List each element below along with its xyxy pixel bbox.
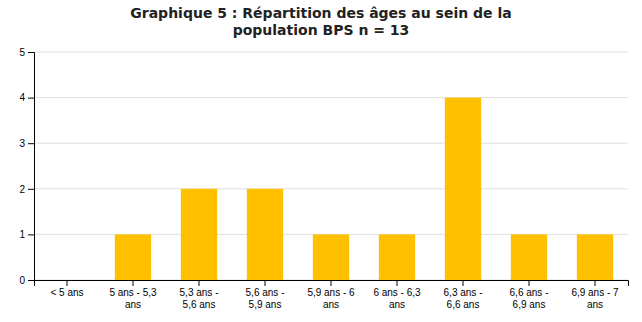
x-tick-mark [397,280,398,286]
chart-svg: Graphique 5 : Répartition des âges au se… [0,0,642,322]
x-tick-label: 6,3 ans -6,6 ans [444,287,483,310]
plot-area: 012345< 5 ans5 ans - 5,3ans5,3 ans -5,6 … [19,47,628,310]
x-tick-label: < 5 ans [50,287,83,298]
x-tick-label-line: 5,9 ans - 6 [307,287,355,298]
x-tick-label: 5,6 ans -5,9 ans [246,287,285,310]
y-tick: 5 [19,47,34,58]
y-tick: 4 [19,92,34,103]
x-tick-mark [67,280,68,286]
chart-title-line: population BPS n = 13 [233,22,410,38]
x-tick-label-line: ans [125,299,141,310]
x-tick-label-line: 5,6 ans [183,299,216,310]
y-tick-label: 2 [19,184,25,195]
y-tick-mark [28,52,34,53]
x-tick-mark [529,280,530,286]
x-axis: < 5 ans5 ans - 5,3ans5,3 ans -5,6 ans5,6… [35,280,629,310]
x-tick: 5,3 ans -5,6 ans [180,280,219,310]
y-tick-mark [28,189,34,190]
bar [49,280,85,281]
bar [379,234,415,280]
x-tick-label-line: 6,9 ans [513,299,546,310]
x-tick: 6,3 ans -6,6 ans [444,280,483,310]
x-tick-mark [199,280,200,286]
bar [181,189,217,280]
x-tick: 5,9 ans - 6ans [307,280,355,310]
y-axis: 0 1 2 3 4 5 [19,47,34,286]
y-tick-label: 4 [19,92,25,103]
y-tick-label: 5 [19,47,25,58]
x-tick-label: 6,9 ans - 7ans [571,287,619,310]
bar [445,98,481,280]
x-tick-label-line: 6,6 ans [447,299,480,310]
y-tick-mark [28,280,34,281]
y-axis-line [28,53,35,281]
bar [115,234,151,280]
x-tick-label-line: < 5 ans [50,287,83,298]
x-tick: 6,6 ans -6,9 ans [510,280,549,310]
y-tick-mark [28,234,34,235]
x-tick-label-line: ans [389,299,405,310]
chart-container: Graphique 5 : Répartition des âges au se… [0,0,642,322]
x-tick-label-line: 5,6 ans - [246,287,285,298]
y-tick: 3 [19,138,34,149]
grid-line [34,188,628,189]
x-tick: 6,9 ans - 7ans [571,280,619,310]
x-tick-label-line: 6,9 ans - 7 [571,287,619,298]
x-tick-label: 6 ans - 6,3ans [373,287,421,310]
x-tick-label: 5,9 ans - 6ans [307,287,355,310]
x-tick-label: 5,3 ans -5,6 ans [180,287,219,310]
x-tick-mark [133,280,134,286]
y-tick-label: 1 [19,229,25,240]
x-tick-mark [463,280,464,286]
bar [511,234,547,280]
x-tick-label-line: ans [323,299,339,310]
chart-title-line: Graphique 5 : Répartition des âges au se… [130,5,511,21]
y-tick: 0 [19,275,34,286]
y-tick-mark [28,98,34,99]
x-tick-label-line: 5 ans - 5,3 [109,287,157,298]
y-tick: 1 [19,229,34,240]
x-tick-label: 6,6 ans -6,9 ans [510,287,549,310]
x-tick: 5 ans - 5,3ans [109,280,157,310]
x-tick-label-line: 5,9 ans [249,299,282,310]
x-tick-label-line: 6 ans - 6,3 [373,287,421,298]
chart-title: Graphique 5 : Répartition des âges au se… [130,5,511,38]
grid-line [34,52,628,53]
grid [34,52,628,280]
x-tick-mark [331,280,332,286]
bar [247,189,283,280]
bar [577,234,613,280]
x-tick-label: 5 ans - 5,3ans [109,287,157,310]
y-tick-mark [28,143,34,144]
y-tick: 2 [19,184,34,195]
x-tick: 5,6 ans -5,9 ans [246,280,285,310]
x-tick-label-line: 5,3 ans - [180,287,219,298]
x-tick-mark [265,280,266,286]
x-tick-label-line: 6,6 ans - [510,287,549,298]
x-tick-label-line: ans [587,299,603,310]
x-tick-label-line: 6,3 ans - [444,287,483,298]
grid-line [34,97,628,98]
y-tick-label: 3 [19,138,25,149]
x-tick: 6 ans - 6,3ans [373,280,421,310]
x-axis-line [35,281,629,287]
grid-line [34,143,628,144]
bars [115,98,613,280]
y-tick-label: 0 [19,275,25,286]
bar [313,234,349,280]
x-tick-mark [595,280,596,286]
x-tick: < 5 ans [50,280,83,298]
